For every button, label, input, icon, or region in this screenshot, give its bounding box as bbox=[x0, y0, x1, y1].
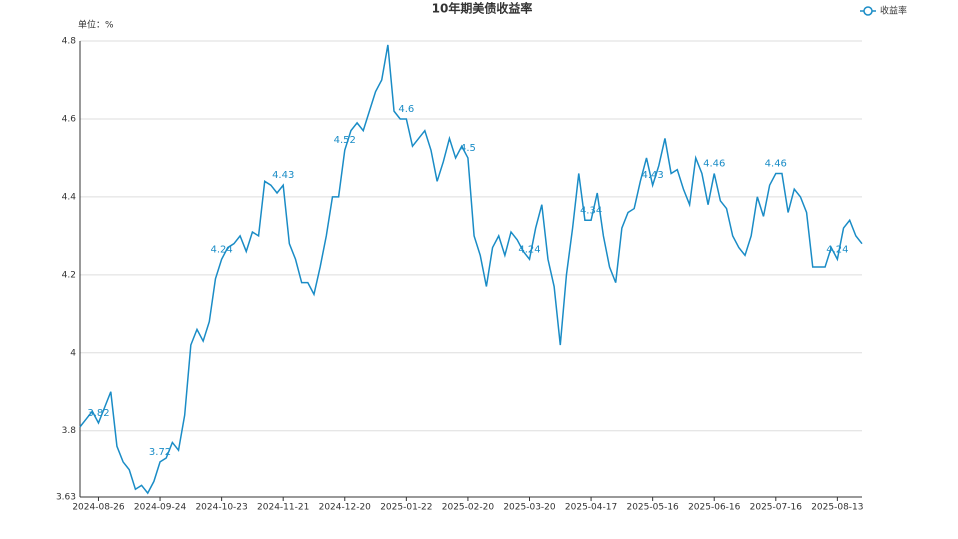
y-tick-label: 4.2 bbox=[62, 270, 76, 280]
y-tick-label: 4.6 bbox=[62, 114, 77, 124]
x-tick-label: 2025-08-13 bbox=[811, 503, 863, 513]
x-tick-label: 2025-04-17 bbox=[565, 503, 617, 513]
x-tick-label: 2025-02-20 bbox=[442, 503, 495, 513]
data-label: 4.24 bbox=[210, 244, 232, 255]
x-tick-label: 2025-01-22 bbox=[380, 503, 432, 513]
x-tick-label: 2024-09-24 bbox=[134, 503, 187, 513]
data-label: 4.6 bbox=[398, 104, 414, 115]
data-label: 3.72 bbox=[149, 447, 171, 458]
x-tick-label: 2025-07-16 bbox=[750, 503, 803, 513]
y-tick-label: 4.8 bbox=[62, 37, 77, 47]
y-axis-label: 单位：% bbox=[78, 19, 114, 31]
x-tick-label: 2025-03-20 bbox=[503, 503, 556, 513]
data-label: 4.52 bbox=[334, 135, 356, 146]
x-tick-label: 2024-11-21 bbox=[257, 503, 309, 513]
data-label: 3.82 bbox=[87, 408, 109, 419]
x-tick-label: 2025-05-16 bbox=[626, 503, 679, 513]
chart-title: 10年期美债收益率 bbox=[432, 1, 533, 16]
x-tick-label: 2024-08-26 bbox=[72, 503, 125, 513]
legend-marker bbox=[863, 6, 873, 16]
series-line bbox=[79, 44, 863, 495]
data-label: 4.34 bbox=[580, 205, 602, 216]
y-tick-label: 4 bbox=[70, 348, 76, 358]
data-label: 4.43 bbox=[272, 170, 294, 181]
data-label: 4.5 bbox=[460, 143, 476, 154]
x-tick-label: 2025-06-16 bbox=[688, 503, 741, 513]
data-label: 4.24 bbox=[826, 244, 848, 255]
legend-label: 收益率 bbox=[880, 5, 907, 17]
x-tick-label: 2024-12-20 bbox=[319, 503, 372, 513]
data-label: 4.24 bbox=[518, 244, 540, 255]
data-label: 4.46 bbox=[765, 159, 787, 170]
data-label: 4.46 bbox=[703, 159, 725, 170]
data-label: 4.43 bbox=[642, 170, 664, 181]
y-tick-label: 4.4 bbox=[62, 192, 77, 202]
y-tick-label: 3.63 bbox=[56, 493, 76, 503]
x-tick-label: 2024-10-23 bbox=[195, 503, 247, 513]
y-tick-label: 3.8 bbox=[62, 426, 77, 436]
